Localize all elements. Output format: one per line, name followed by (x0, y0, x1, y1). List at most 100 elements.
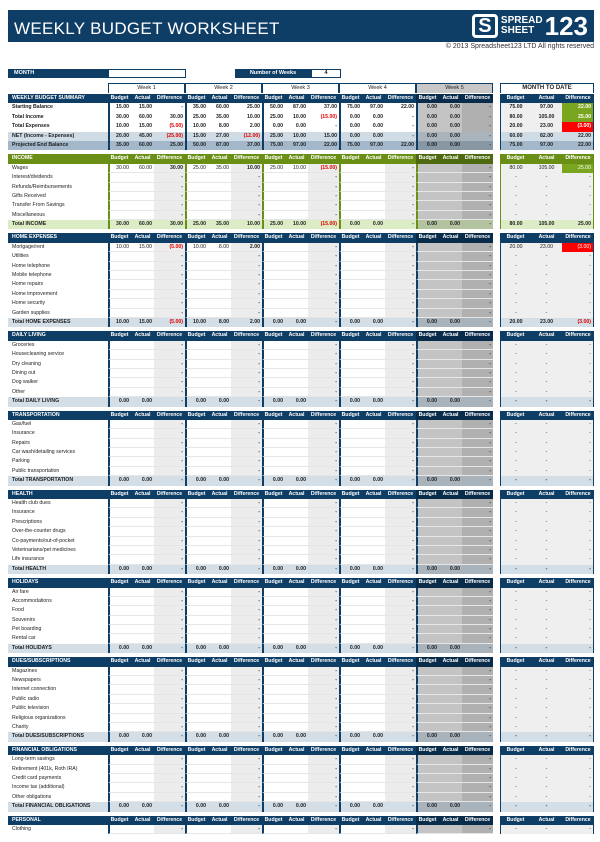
week-3-actual-cell[interactable] (285, 191, 308, 202)
week-3-actual-cell[interactable] (285, 704, 308, 714)
week-5-budget-cell[interactable] (416, 210, 439, 221)
week-3-budget-cell[interactable] (262, 242, 285, 253)
week-1-actual-cell[interactable] (131, 210, 154, 221)
week-1-budget-cell[interactable] (108, 261, 131, 272)
week-4-actual-cell[interactable] (362, 466, 385, 477)
week-2-budget-cell[interactable] (185, 261, 208, 272)
week-3-budget-cell[interactable] (262, 625, 285, 635)
week-3-actual-cell[interactable] (285, 685, 308, 695)
week-2-actual-cell[interactable] (208, 210, 231, 221)
week-3-actual-cell[interactable] (285, 625, 308, 635)
week-4-budget-cell[interactable] (339, 555, 362, 565)
week-1-budget-cell[interactable] (108, 280, 131, 290)
week-4-budget-cell[interactable] (339, 201, 362, 211)
week-1-budget-cell[interactable] (108, 713, 131, 723)
week-2-actual-cell[interactable] (208, 429, 231, 439)
week-2-actual-cell[interactable] (208, 755, 231, 765)
week-1-budget-cell[interactable] (108, 517, 131, 528)
week-5-budget-cell[interactable] (416, 438, 439, 449)
week-2-actual-cell[interactable] (208, 368, 231, 379)
week-3-budget-cell[interactable] (262, 773, 285, 784)
week-3-actual-cell[interactable] (285, 308, 308, 318)
week-1-actual-cell[interactable] (131, 448, 154, 458)
week-1-budget-cell[interactable] (108, 191, 131, 202)
week-5-actual-cell[interactable] (439, 596, 462, 607)
week-4-budget-cell[interactable] (339, 625, 362, 635)
week-2-actual-cell[interactable] (208, 615, 231, 626)
week-2-budget-cell[interactable] (185, 773, 208, 784)
week-3-budget-cell[interactable] (262, 704, 285, 714)
week-2-actual-cell[interactable]: 35.00 (208, 163, 231, 174)
week-4-budget-cell[interactable] (339, 634, 362, 644)
week-5-actual-cell[interactable] (439, 634, 462, 644)
week-3-actual-cell[interactable] (285, 587, 308, 597)
week-1-actual-cell[interactable] (131, 773, 154, 784)
week-1-budget-cell[interactable] (108, 387, 131, 398)
week-1-budget-cell[interactable] (108, 625, 131, 635)
week-3-actual-cell[interactable] (285, 517, 308, 528)
week-3-budget-cell[interactable] (262, 536, 285, 546)
week-1-actual-cell[interactable] (131, 625, 154, 635)
week-1-budget-cell[interactable] (108, 182, 131, 192)
week-3-actual-cell[interactable] (285, 457, 308, 467)
week-1-actual-cell[interactable]: 60.00 (131, 163, 154, 174)
week-4-budget-cell[interactable] (339, 723, 362, 733)
week-2-actual-cell[interactable] (208, 625, 231, 635)
week-3-budget-cell[interactable] (262, 723, 285, 733)
week-3-actual-cell[interactable] (285, 387, 308, 398)
week-3-actual-cell[interactable] (285, 182, 308, 192)
week-3-budget-cell[interactable] (262, 694, 285, 705)
week-5-actual-cell[interactable] (439, 666, 462, 677)
week-1-actual-cell[interactable] (131, 289, 154, 300)
week-5-actual-cell[interactable] (439, 289, 462, 300)
week-5-actual-cell[interactable] (439, 261, 462, 272)
week-1-budget-cell[interactable] (108, 210, 131, 221)
week-5-actual-cell[interactable] (439, 792, 462, 803)
week-3-budget-cell[interactable] (262, 201, 285, 211)
week-1-budget-cell[interactable] (108, 824, 131, 835)
week-1-actual-cell[interactable] (131, 615, 154, 626)
week-5-actual-cell[interactable] (439, 713, 462, 723)
week-3-budget-cell[interactable] (262, 596, 285, 607)
week-5-budget-cell[interactable] (416, 764, 439, 774)
week-4-actual-cell[interactable] (362, 755, 385, 765)
week-1-actual-cell[interactable] (131, 555, 154, 565)
week-3-actual-cell[interactable] (285, 545, 308, 556)
week-2-actual-cell[interactable] (208, 517, 231, 528)
week-2-budget-cell[interactable] (185, 191, 208, 202)
week-1-budget-cell[interactable] (108, 685, 131, 695)
week-3-actual-cell[interactable] (285, 694, 308, 705)
week-1-actual-cell[interactable] (131, 587, 154, 597)
week-1-budget-cell[interactable] (108, 545, 131, 556)
week-3-actual-cell[interactable] (285, 755, 308, 765)
week-3-budget-cell[interactable] (262, 419, 285, 430)
week-4-budget-cell[interactable] (339, 289, 362, 300)
week-2-actual-cell[interactable] (208, 350, 231, 360)
week-5-actual-cell[interactable] (439, 387, 462, 398)
week-4-budget-cell[interactable] (339, 280, 362, 290)
week-3-budget-cell[interactable] (262, 438, 285, 449)
week-1-budget-cell[interactable] (108, 457, 131, 467)
week-3-budget-cell[interactable] (262, 457, 285, 467)
week-2-budget-cell[interactable] (185, 429, 208, 439)
week-2-actual-cell[interactable] (208, 308, 231, 318)
week-2-budget-cell[interactable] (185, 308, 208, 318)
week-3-actual-cell[interactable] (285, 536, 308, 546)
week-3-budget-cell[interactable] (262, 527, 285, 537)
week-1-budget-cell[interactable] (108, 252, 131, 262)
week-2-budget-cell[interactable] (185, 419, 208, 430)
week-3-budget-cell[interactable] (262, 387, 285, 398)
week-5-budget-cell[interactable] (416, 419, 439, 430)
week-3-actual-cell[interactable] (285, 448, 308, 458)
week-2-budget-cell[interactable] (185, 299, 208, 309)
week-1-actual-cell[interactable] (131, 676, 154, 686)
week-1-actual-cell[interactable] (131, 723, 154, 733)
week-4-actual-cell[interactable] (362, 350, 385, 360)
week-3-actual-cell[interactable] (285, 773, 308, 784)
week-4-actual-cell[interactable] (362, 666, 385, 677)
week-3-actual-cell[interactable] (285, 299, 308, 309)
week-1-budget-cell[interactable] (108, 350, 131, 360)
week-5-budget-cell[interactable] (416, 359, 439, 369)
week-3-budget-cell[interactable] (262, 271, 285, 281)
week-5-actual-cell[interactable] (439, 527, 462, 537)
